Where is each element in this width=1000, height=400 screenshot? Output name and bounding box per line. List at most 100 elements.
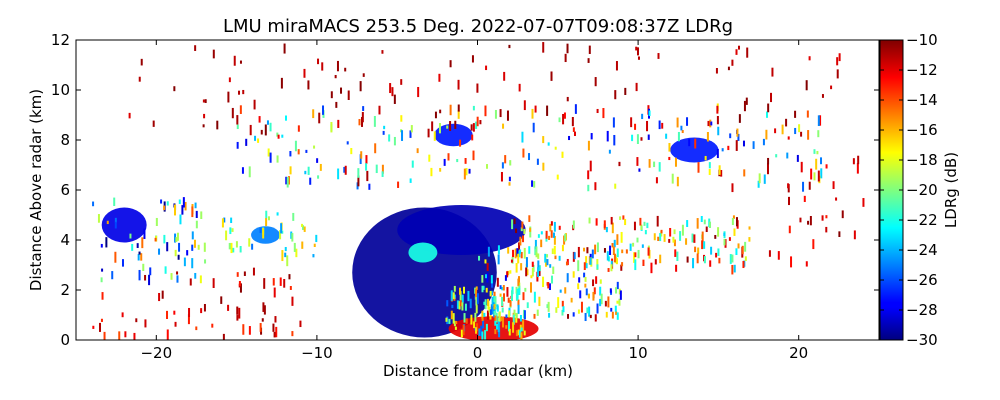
echo-point [228,242,231,250]
echo-point [641,244,644,248]
echo-point [642,259,645,266]
echo-point [461,294,464,303]
echo-point [299,320,302,328]
echo-point [176,232,179,241]
echo-point [613,253,616,263]
echo-point [523,247,526,259]
echo-point [841,210,844,219]
echo-point [124,331,127,338]
echo-point [616,281,619,290]
echo-point [204,259,207,264]
echo-point [820,157,823,165]
echo-point [502,316,505,328]
echo-point [606,251,609,261]
echo-point [555,307,558,313]
echo-point [439,109,442,114]
echo-point [603,220,606,228]
colorbar-tick-label: −10 [906,31,938,49]
y-tick-label: 0 [60,331,70,349]
echo-point [537,234,540,238]
echo-point [260,129,263,135]
echo-point [155,217,158,227]
echo-point [489,309,492,316]
echo-point [453,285,456,292]
echo-point [634,123,637,130]
colorbar-tick-label: −16 [906,121,938,139]
echo-point [212,278,215,288]
echo-point [409,130,412,138]
echo-point [100,318,103,322]
echo-point [486,262,489,271]
echo-point [572,271,575,278]
echo-point [484,259,487,264]
echo-point [522,320,525,332]
echo-point [685,238,688,245]
echo-point [732,215,735,219]
echo-scatter-10 [221,210,318,267]
echo-region-3 [408,242,438,263]
echo-point [567,314,570,319]
echo-point [409,178,412,183]
echo-point [248,166,251,178]
echo-point [561,151,564,158]
echo-point [532,122,535,133]
echo-point [482,285,485,290]
echo-point [862,198,865,207]
echo-point [559,289,562,293]
echo-point [710,246,713,255]
echo-point [657,53,660,59]
echo-point [583,247,586,252]
echo-point [715,252,718,258]
echo-point [502,293,505,302]
echo-point [635,82,638,92]
echo-point [616,234,619,245]
echo-point [554,255,557,260]
echo-point [303,226,306,232]
echo-point [174,321,177,327]
echo-point [584,283,587,288]
echo-point [536,309,539,316]
echo-point [610,260,613,267]
echo-point [735,49,738,55]
echo-point [411,160,414,168]
echo-point [100,243,103,248]
echo-point [494,109,497,119]
colorbar-tick-label: −24 [906,241,938,259]
echo-point [366,170,369,182]
echo-scatter-15 [445,285,527,340]
echo-point [513,218,516,225]
echo-point [276,155,279,163]
echo-point [484,105,487,117]
echo-point [830,85,833,90]
echo-point [590,133,593,140]
echo-point [274,316,277,323]
echo-point [805,261,808,267]
echo-point [615,61,618,71]
echo-point [767,103,770,113]
echo-point [148,274,151,286]
echo-point [281,230,284,234]
echo-point [729,254,732,264]
echo-point [735,248,738,256]
echo-point [708,168,711,175]
echo-point [280,223,283,234]
echo-point [709,260,712,267]
echo-point [481,331,484,340]
echo-point [254,135,257,141]
echo-point [517,329,520,336]
echo-point [493,311,496,316]
echo-scatter-9 [92,267,302,340]
echo-point [520,332,523,340]
echo-point [481,310,484,319]
x-tick-label: −10 [301,344,333,362]
echo-point [696,218,699,229]
echo-point [238,280,241,287]
echo-point [400,115,403,122]
echo-point [553,235,556,245]
echo-point [463,286,466,294]
echo-point [671,173,674,184]
echo-point [613,239,616,248]
echo-point [389,83,392,94]
echo-point [289,286,292,290]
echo-point [360,151,363,159]
